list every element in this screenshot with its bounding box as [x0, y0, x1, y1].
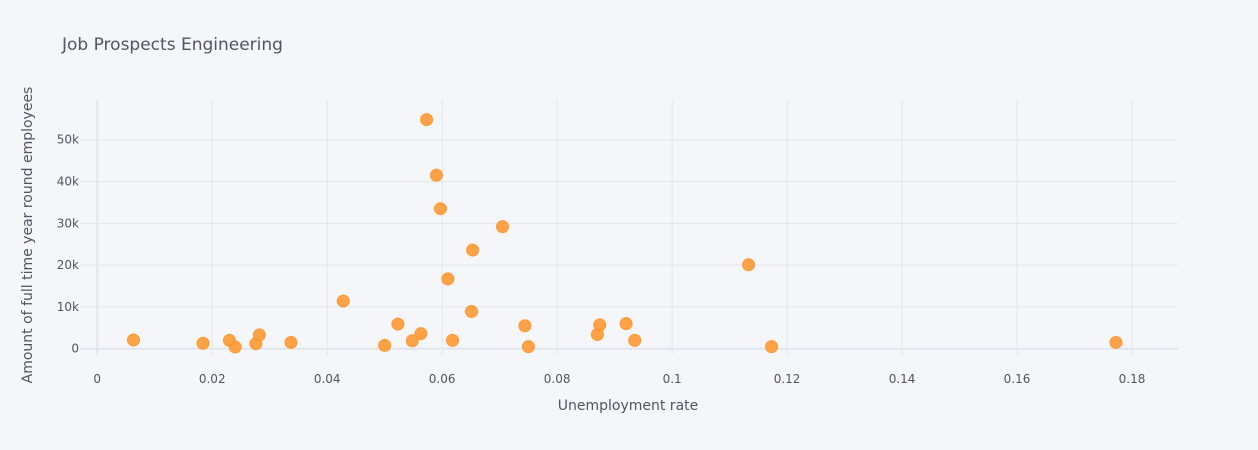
grid	[80, 100, 1178, 355]
x-tick-label: 0.16	[1004, 372, 1031, 386]
x-tick-label: 0.02	[199, 372, 226, 386]
data-point[interactable]	[518, 319, 532, 333]
data-point[interactable]	[521, 340, 535, 354]
y-tick-label: 40k	[57, 175, 79, 189]
y-tick-label: 50k	[57, 133, 79, 147]
x-tick-label: 0.06	[429, 372, 456, 386]
data-point[interactable]	[414, 327, 428, 341]
data-point[interactable]	[228, 340, 242, 354]
data-point[interactable]	[466, 243, 480, 257]
x-tick-label: 0.1	[663, 372, 682, 386]
data-point[interactable]	[628, 333, 642, 347]
data-point[interactable]	[765, 340, 779, 354]
data-point[interactable]	[446, 333, 460, 347]
data-point[interactable]	[1109, 335, 1123, 349]
y-tick-label: 30k	[57, 216, 79, 230]
x-axis-title: Unemployment rate	[558, 398, 699, 414]
data-point[interactable]	[378, 338, 392, 352]
tick-labels: 0 0.02 0.04 0.06 0.08 0.1 0.12 0.14 0.16 0.18 0 10k…	[57, 133, 1146, 386]
data-point[interactable]	[405, 334, 419, 348]
x-tick-label: 0.12	[774, 372, 801, 386]
axes	[80, 100, 1178, 355]
y-tick-label: 20k	[57, 258, 79, 272]
y-tick-label: 0	[71, 342, 79, 356]
data-point[interactable]	[252, 328, 266, 342]
data-points[interactable]	[126, 113, 1123, 354]
x-tick-label: 0	[93, 372, 101, 386]
data-point[interactable]	[742, 258, 756, 272]
data-point[interactable]	[126, 333, 140, 347]
chart-title: Job Prospects Engineering	[61, 35, 283, 55]
data-point[interactable]	[429, 168, 443, 182]
data-point[interactable]	[336, 294, 350, 308]
x-tick-label: 0.04	[314, 372, 341, 386]
data-point[interactable]	[433, 202, 447, 216]
x-tick-label: 0.18	[1119, 372, 1146, 386]
data-point[interactable]	[391, 317, 405, 331]
data-point[interactable]	[196, 336, 210, 350]
data-point[interactable]	[441, 272, 455, 286]
y-tick-label: 10k	[57, 300, 79, 314]
data-point[interactable]	[619, 317, 633, 331]
data-point[interactable]	[420, 113, 434, 127]
data-point[interactable]	[593, 318, 607, 332]
x-tick-label: 0.08	[544, 372, 571, 386]
y-axis-title: Amount of full time year round employees	[20, 87, 36, 384]
data-point[interactable]	[284, 335, 298, 349]
x-tick-label: 0.14	[889, 372, 916, 386]
data-point[interactable]	[496, 220, 510, 234]
data-point[interactable]	[464, 305, 478, 319]
